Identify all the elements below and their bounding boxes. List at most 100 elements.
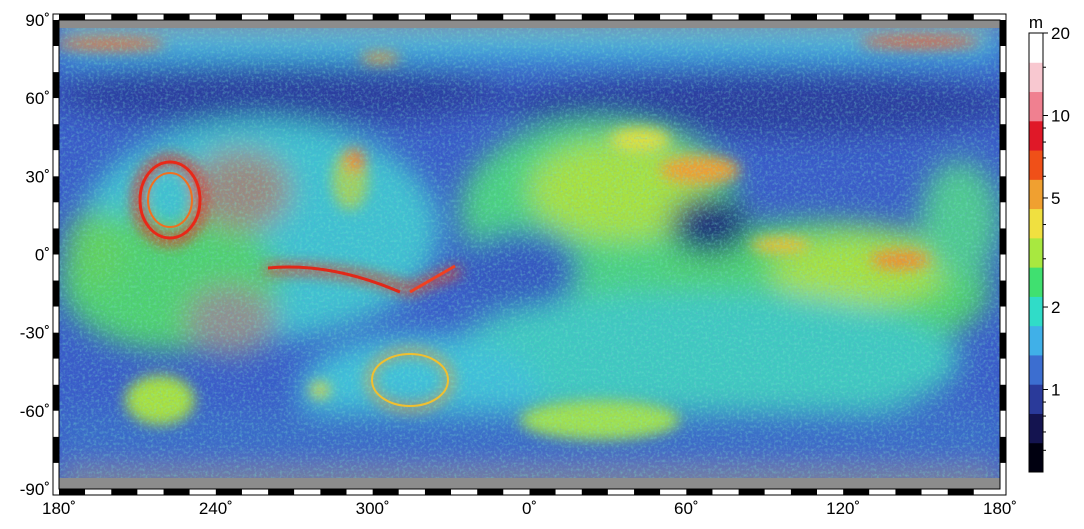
frame-segment-bottom (294, 489, 321, 495)
colorbar-swatch (1029, 354, 1043, 385)
frame-segment-bottom (555, 489, 582, 495)
frame-segment-bottom (268, 489, 295, 495)
colorbar-swatch (1029, 384, 1043, 414)
frame-segment-bottom (738, 489, 765, 495)
colorbar-swatches (1029, 33, 1043, 473)
frame-segment-bottom (817, 489, 844, 495)
frame-segment-bottom (529, 489, 556, 495)
frame-segment-top (738, 14, 765, 20)
frame-segment-bottom (634, 489, 661, 495)
frame-segment-bottom (712, 489, 739, 495)
frame-segment-left (53, 124, 59, 151)
frame-segment-bottom (947, 489, 974, 495)
frame-segment-top (503, 14, 530, 20)
frame-segment-top (764, 14, 791, 20)
frame-segment-right (1000, 436, 1006, 463)
frame-segment-top (712, 14, 739, 20)
frame-segment-top (424, 14, 452, 20)
longitude-tick-label: 300˚ (356, 499, 390, 518)
frame-segment-left (53, 436, 59, 463)
colorbar-swatch (1029, 267, 1043, 297)
colorbar-swatch (1029, 296, 1043, 327)
sharp-features (59, 20, 1000, 489)
colorbar: m 20 10 5 2 1 (1028, 13, 1070, 473)
frame-segment-left (53, 462, 59, 489)
map-image (59, 20, 1000, 489)
colorbar-border (1028, 32, 1044, 473)
frame-segment-top (634, 14, 661, 20)
terrain-texture-dark (59, 20, 1000, 489)
colorbar-ticks: 20 10 5 2 1 (1043, 24, 1070, 451)
frame-segment-left (53, 98, 59, 125)
longitude-tick-label: 240˚ (199, 499, 233, 518)
frame-segment-left (53, 202, 59, 229)
latitude-axis: 90˚ 60˚ 30˚ 0˚ -30˚ -60˚ -90˚ (20, 11, 50, 499)
latitude-tick-label: 0˚ (35, 246, 50, 265)
frame-segment-right (1000, 254, 1006, 281)
map-frame (52, 13, 1007, 496)
colorbar-unit: m (1029, 13, 1043, 32)
frame-segment-top (111, 14, 138, 20)
frame-segment-top (973, 14, 1000, 20)
frame-segment-bottom (163, 489, 190, 495)
frame-segment-top (686, 14, 713, 20)
frame-segment-top (895, 14, 922, 20)
latitude-tick-label: -30˚ (20, 324, 50, 343)
colorbar-tick-label: 10 (1051, 106, 1070, 125)
frame-segment-bottom (424, 489, 452, 495)
colorbar-swatch (1029, 413, 1043, 444)
longitude-tick-label: 120˚ (826, 499, 860, 518)
frame-segment-left (53, 20, 59, 47)
frame-segment-bottom (895, 489, 922, 495)
latitude-tick-label: -90˚ (20, 480, 50, 499)
frame-segment-left (53, 358, 59, 385)
colorbar-swatch (1029, 208, 1043, 239)
frame-segment-bottom (346, 489, 373, 495)
frame-segment-right (1000, 384, 1006, 411)
frame-segment-bottom (686, 489, 713, 495)
frame-segment-top (477, 14, 504, 20)
frame-segment-right (1000, 72, 1006, 99)
frame-segment-bottom (320, 489, 347, 495)
frame-segment-top (241, 14, 269, 20)
frame-segment-left (53, 332, 59, 359)
frame-segment-right (1000, 280, 1006, 307)
colorbar-tick-label: 5 (1051, 189, 1060, 208)
frame-segment-top (163, 14, 190, 20)
frame-segment-top (268, 14, 295, 20)
colorbar-tick-label: 2 (1051, 298, 1060, 317)
frame-segment-top (869, 14, 896, 20)
frame-segment-top (398, 14, 425, 20)
latitude-tick-label: -60˚ (20, 402, 50, 421)
longitude-tick-label: 60˚ (674, 499, 699, 518)
colorbar-tick-label: 20 (1051, 24, 1070, 43)
frame-segment-bottom (503, 489, 530, 495)
latitude-tick-label: 90˚ (25, 11, 50, 30)
colorbar-swatch (1029, 179, 1043, 210)
frame-segment-left (53, 410, 59, 437)
frame-segment-right (1000, 176, 1006, 203)
frame-segment-bottom (111, 489, 138, 495)
frame-segment-bottom (790, 489, 818, 495)
frame-segment-right (1000, 228, 1006, 255)
frame-segment-top (215, 14, 242, 20)
frame-inner-outline (58, 19, 1001, 490)
frame-segment-right (1000, 46, 1006, 73)
frame-segment-bottom (607, 489, 635, 495)
frame-segment-right (1000, 150, 1006, 177)
frame-segment-top (451, 14, 478, 20)
colorbar-swatch (1029, 325, 1043, 356)
frame-segment-top (660, 14, 687, 20)
frame-segment-bottom (59, 489, 86, 495)
frame-segment-right (1000, 358, 1006, 385)
frame-segment-top (817, 14, 844, 20)
frame-segment-top (320, 14, 347, 20)
frame-segment-top (529, 14, 556, 20)
frame-segment-bottom (869, 489, 896, 495)
frame-segment-left (53, 228, 59, 255)
frame-segment-top (947, 14, 974, 20)
colorbar-swatch (1029, 442, 1043, 473)
longitude-axis: 180˚ 240˚ 300˚ 0˚ 60˚ 120˚ 180˚ (42, 499, 1017, 518)
frame-segment-right (1000, 332, 1006, 359)
